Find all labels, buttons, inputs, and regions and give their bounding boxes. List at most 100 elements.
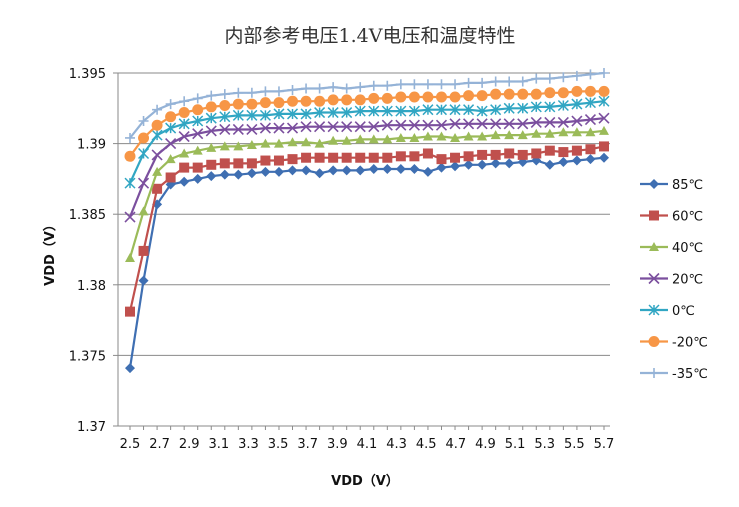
data-point [259,122,271,134]
data-point [354,105,366,117]
data-point [219,111,231,123]
series-lines [124,68,610,374]
data-point [179,176,190,187]
data-point [341,107,353,119]
data-point [517,130,528,140]
data-point [584,85,596,97]
data-point [449,91,461,103]
series-3 [124,112,610,223]
data-point [463,90,475,102]
data-point [558,147,569,158]
data-point [544,73,555,84]
legend-label: 60℃ [672,210,703,225]
data-point [381,105,393,117]
data-point [395,164,406,175]
data-point [287,165,298,176]
data-point [124,150,136,162]
data-point [178,118,190,130]
data-point [138,147,150,160]
data-point [490,76,501,87]
data-point [463,77,474,88]
data-point [314,138,325,148]
data-point [476,118,488,130]
data-point [206,171,217,182]
data-point [490,158,501,169]
legend-item: 0℃ [640,304,695,319]
data-point [152,104,163,115]
data-point [152,183,163,194]
data-point [151,129,163,141]
data-point [382,134,393,144]
data-point [259,97,271,109]
data-point [260,155,271,166]
data-point [368,121,380,133]
data-point [219,158,230,169]
y-tick-label: 1.375 [69,349,106,364]
data-point [341,165,352,176]
data-point [124,211,136,223]
data-point [314,95,326,107]
data-point [395,119,407,131]
data-point [246,158,257,169]
data-point [463,118,475,130]
data-point [246,109,258,121]
data-point [517,118,529,130]
data-point [273,155,284,166]
x-tick-label: 3.3 [238,437,259,452]
data-point [273,108,285,120]
data-point [571,85,583,97]
legend-marker [648,304,660,316]
data-point [233,87,244,98]
data-point [422,131,433,141]
data-point [598,112,610,124]
x-tick-label: 4.5 [416,437,437,452]
series-0 [125,152,609,374]
data-point [246,87,257,98]
data-point [260,166,271,177]
x-axis-title: VDD（V） [331,473,399,489]
data-point [395,91,407,103]
data-point [341,152,352,163]
legend-label: -35℃ [672,367,708,382]
x-tick-label: 4.7 [446,437,467,452]
legend-item: 20℃ [640,273,703,288]
data-point [206,90,217,101]
data-point [585,144,596,155]
data-point [530,88,542,100]
data-point [450,132,461,142]
data-point [477,159,488,170]
data-point [544,87,556,99]
data-point [435,119,448,131]
data-point [138,206,149,216]
data-point [205,101,217,113]
data-point [490,104,502,116]
data-point [503,118,515,130]
data-point [571,145,582,156]
data-point [584,114,597,126]
data-point [557,99,569,112]
data-point [314,168,325,179]
data-point [504,158,515,169]
data-point [192,93,203,104]
data-point [409,132,420,142]
legend-marker [649,179,659,189]
data-point [151,119,163,131]
data-point [408,105,420,117]
data-point [355,82,366,93]
data-point [368,152,379,163]
data-point [314,121,326,133]
data-point [125,252,135,262]
series-line [128,117,605,218]
x-tick-label: 3.1 [209,437,230,452]
data-point [571,127,582,137]
data-point [381,119,393,131]
data-point [301,152,312,163]
x-tick-label: 5.7 [594,437,615,452]
data-point [301,165,312,176]
legend-label: 20℃ [672,273,703,288]
data-point [273,166,284,177]
data-point [179,162,190,173]
data-point [409,79,420,90]
data-point [125,363,135,374]
legend-marker [648,272,660,285]
